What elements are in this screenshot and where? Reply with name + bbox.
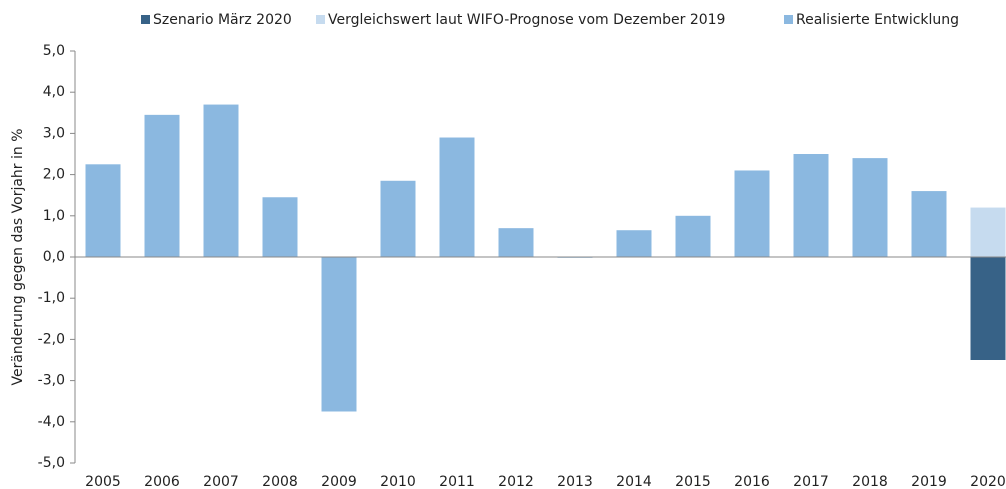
bar <box>911 191 947 257</box>
x-tick-label: 2020 <box>970 474 1006 489</box>
bar <box>144 114 180 257</box>
y-axis-label: Veränderung gegen das Vorjahr in % <box>10 128 26 385</box>
x-tick-label: 2018 <box>852 474 888 489</box>
x-tick-label: 2019 <box>911 474 947 489</box>
bar <box>262 197 298 257</box>
legend-swatch <box>141 15 150 24</box>
y-tick-label: -2,0 <box>38 331 65 347</box>
bar <box>439 137 475 257</box>
bar <box>675 215 711 257</box>
y-tick-label: 3,0 <box>43 125 65 141</box>
bar <box>85 164 121 257</box>
bar <box>203 104 239 257</box>
legend-label: Szenario März 2020 <box>153 12 292 28</box>
y-tick-label: 0,0 <box>43 249 65 265</box>
y-tick-label: 5,0 <box>43 43 65 59</box>
x-tick-label: 2009 <box>321 474 357 489</box>
bar <box>793 154 829 257</box>
bar <box>321 257 357 412</box>
x-tick-label: 2010 <box>380 474 416 489</box>
legend-swatch <box>316 15 325 24</box>
bar <box>380 180 416 257</box>
bar <box>970 207 1006 257</box>
y-tick-label: -3,0 <box>38 373 65 389</box>
y-tick-label: -4,0 <box>38 414 65 430</box>
x-tick-label: 2015 <box>675 474 711 489</box>
bar <box>970 257 1006 360</box>
x-tick-label: 2016 <box>734 474 770 489</box>
bar <box>616 230 652 257</box>
y-tick-label: 1,0 <box>43 208 65 224</box>
x-tick-label: 2006 <box>144 474 180 489</box>
x-tick-label: 2005 <box>85 474 121 489</box>
bar <box>852 158 888 257</box>
y-tick-label: 2,0 <box>43 167 65 183</box>
x-tick-label: 2007 <box>203 474 239 489</box>
y-tick-label: -1,0 <box>38 290 65 306</box>
bar <box>734 170 770 257</box>
y-tick-label: 4,0 <box>43 84 65 100</box>
x-tick-label: 2008 <box>262 474 298 489</box>
y-tick-label: -5,0 <box>38 455 65 471</box>
x-tick-label: 2014 <box>616 474 652 489</box>
x-tick-label: 2017 <box>793 474 829 489</box>
legend-swatch <box>784 15 793 24</box>
bar <box>498 228 534 257</box>
legend-label: Vergleichswert laut WIFO-Prognose vom De… <box>328 12 725 28</box>
x-tick-label: 2013 <box>557 474 593 489</box>
legend-label: Realisierte Entwicklung <box>796 12 959 28</box>
x-tick-label: 2011 <box>439 474 475 489</box>
x-tick-label: 2012 <box>498 474 534 489</box>
